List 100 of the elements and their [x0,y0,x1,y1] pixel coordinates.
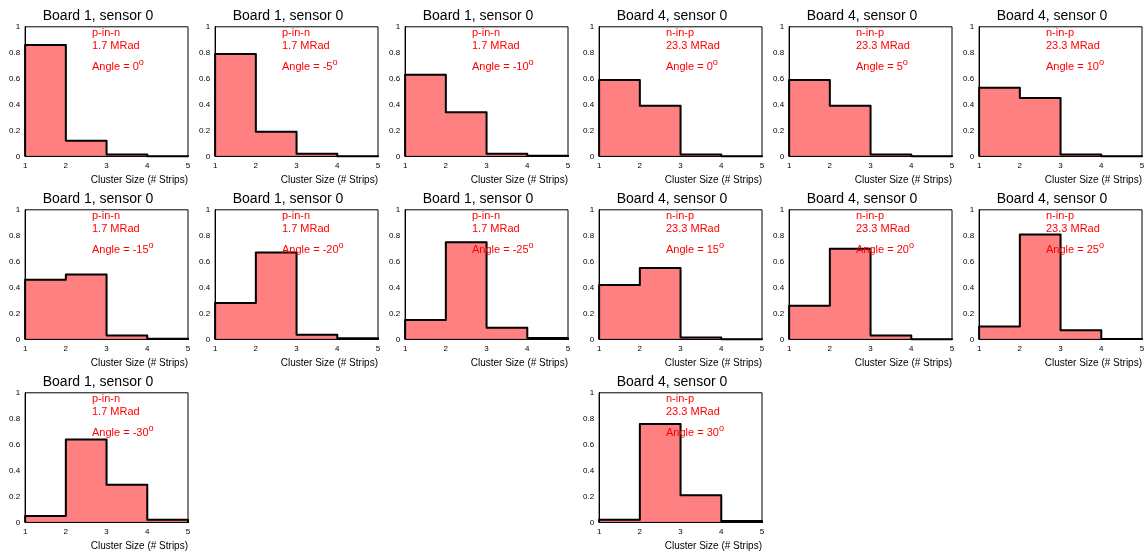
annotation: p-in-n [472,26,502,39]
annotation: Angle = 20$^{o}$ [856,239,914,256]
x-axis-title: Cluster Size (# Strips) [1044,173,1142,185]
y-tick-label: 0.6 [9,73,21,83]
annotation: n-in-p [666,209,696,222]
y-tick-label: 0.2 [773,308,785,318]
annotation: 23.3 MRad [666,405,721,418]
x-axis-title: Cluster Size (# Strips) [470,173,568,185]
y-tick-label: 0.2 [583,308,595,318]
x-tick-label: 1 [402,161,408,171]
y-tick-label: 0.4 [773,282,785,292]
y-tick-label: 0.2 [199,308,211,318]
x-tick-label: 2 [63,161,69,171]
x-tick-label: 5 [185,527,191,537]
x-tick-label: 4 [1099,344,1105,354]
y-tick-label: 0.8 [963,230,975,240]
chart-title: Board 1, sensor 0 [422,190,534,207]
annotation: 1.7 MRad [92,222,141,235]
x-tick-label: 1 [786,161,792,171]
x-tick-label: 2 [637,344,643,354]
x-axis-title: Cluster Size (# Strips) [664,539,762,551]
x-axis-title: Cluster Size (# Strips) [90,356,188,368]
annotation: n-in-p [666,392,696,405]
chart-title: Board 4, sensor 0 [806,190,918,207]
y-tick-label: 0.4 [963,282,975,292]
y-tick-label: 0.8 [583,413,595,423]
y-tick-label: 0 [395,151,401,161]
annotation: Angle = -30$^{o}$ [92,422,154,439]
x-axis-title: Cluster Size (# Strips) [90,173,188,185]
x-tick-label: 1 [212,161,218,171]
x-axis-title: Cluster Size (# Strips) [470,356,568,368]
chart-title: Board 1, sensor 0 [42,190,154,207]
annotation: 1.7 MRad [282,39,331,52]
x-tick-label: 3 [868,161,874,171]
annotation: 23.3 MRad [666,39,720,52]
x-tick-label: 1 [22,161,28,171]
y-tick-label: 0 [395,334,401,344]
chart-title: Board 1, sensor 0 [42,373,154,390]
y-tick-label: 0.2 [963,308,975,318]
annotation: n-in-p [856,209,886,222]
y-tick-label: 0.8 [773,230,785,240]
x-tick-label: 5 [1139,161,1145,171]
y-tick-label: 0.6 [9,439,21,449]
x-tick-label: 5 [375,161,381,171]
x-tick-label: 4 [909,161,915,171]
y-tick-label: 0.4 [773,99,785,109]
y-tick-label: 0 [205,151,211,161]
x-tick-label: 5 [949,161,955,171]
x-tick-label: 2 [443,161,449,171]
y-tick-label: 0.8 [963,47,975,57]
x-tick-label: 2 [827,161,833,171]
x-tick-label: 2 [1017,344,1023,354]
annotation: Angle = -10$^{o}$ [472,56,534,73]
x-tick-label: 2 [443,344,449,354]
x-tick-label: 2 [637,161,643,171]
annotation: 23.3 MRad [856,222,911,235]
x-tick-label: 2 [63,527,69,537]
x-axis-title: Cluster Size (# Strips) [854,356,952,368]
annotation: 23.3 MRad [856,39,910,52]
y-tick-label: 0.2 [389,308,401,318]
x-axis-title: Cluster Size (# Strips) [90,539,188,551]
x-axis-title: Cluster Size (# Strips) [664,356,762,368]
chart-title: Board 4, sensor 0 [616,7,728,24]
y-tick-label: 0.6 [963,256,975,266]
annotation: 1.7 MRad [472,39,521,52]
x-tick-label: 4 [525,161,531,171]
x-tick-label: 2 [253,161,259,171]
x-tick-label: 1 [402,344,408,354]
y-tick-label: 0 [969,334,975,344]
annotation: Angle = -15$^{o}$ [92,239,154,256]
y-tick-label: 1 [205,205,211,214]
y-tick-label: 0 [969,151,975,161]
x-tick-label: 3 [484,161,490,171]
y-tick-label: 0 [15,334,21,344]
x-tick-label: 4 [719,161,725,171]
chart-title: Board 1, sensor 0 [42,7,154,24]
y-tick-label: 0.6 [9,256,21,266]
x-tick-label: 4 [525,344,531,354]
y-tick-label: 0.4 [963,99,975,109]
x-axis-title: Cluster Size (# Strips) [280,173,378,185]
y-tick-label: 0.6 [583,73,595,83]
y-tick-label: 1 [779,22,785,31]
y-tick-label: 0.4 [9,282,21,292]
annotation: Angle = -5$^{o}$ [282,56,338,73]
annotation: p-in-n [282,209,312,222]
y-tick-label: 0.2 [583,125,595,135]
y-tick-label: 0.4 [199,282,211,292]
x-tick-label: 5 [565,344,571,354]
annotation: Angle = 15$^{o}$ [666,239,724,256]
y-tick-label: 0 [589,517,595,527]
x-tick-label: 1 [22,344,28,354]
annotation: Angle = 0$^{o}$ [666,56,719,73]
x-tick-label: 3 [678,161,684,171]
y-tick-label: 0.4 [199,99,211,109]
y-tick-label: 1 [15,388,21,397]
y-tick-label: 0 [589,151,595,161]
x-tick-label: 4 [145,527,151,537]
x-tick-label: 3 [1058,161,1064,171]
y-tick-label: 0.8 [583,47,595,57]
x-tick-label: 3 [294,161,300,171]
